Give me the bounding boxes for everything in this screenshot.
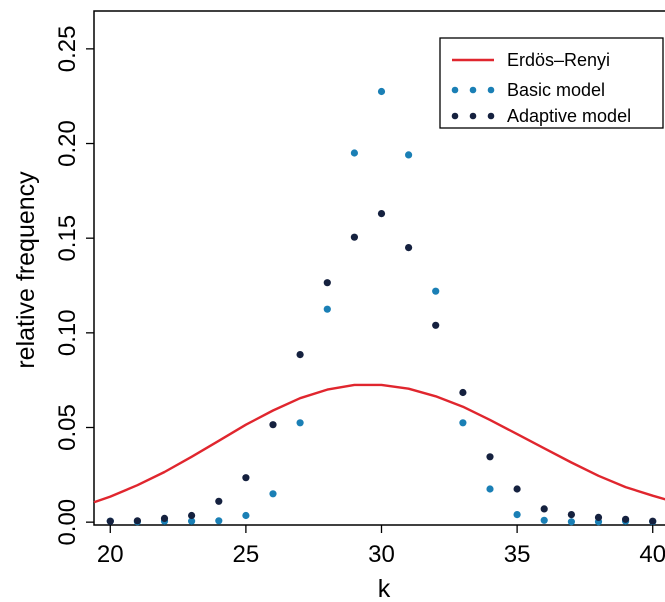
point-basic-k30 — [377, 87, 386, 96]
point-adaptive-k25 — [242, 474, 250, 482]
point-adaptive-k35 — [513, 485, 521, 493]
point-basic-k31 — [405, 151, 413, 159]
y-tick-label-1: 0.05 — [54, 404, 81, 451]
point-adaptive-k40 — [649, 517, 657, 525]
legend-basic-swatch — [451, 86, 495, 94]
y-tick-label-2: 0.10 — [54, 309, 81, 356]
point-adaptive-k21 — [133, 517, 141, 525]
point-adaptive-k29 — [350, 233, 358, 241]
point-adaptive-k36 — [540, 505, 548, 513]
point-basic-k34 — [486, 485, 494, 493]
y-tick-label-4: 0.20 — [54, 120, 81, 167]
x-tick-label-35: 35 — [504, 541, 531, 568]
x-axis: 20 25 30 35 40 — [97, 525, 665, 568]
point-adaptive-k22 — [160, 514, 169, 523]
erdos-layer — [93, 383, 665, 504]
point-adaptive-k31 — [405, 244, 413, 252]
point-adaptive-k26 — [269, 421, 277, 429]
y-axis-title: relative frequency — [12, 171, 40, 369]
legend: Erdös–Renyi Basic model Adaptive model — [439, 37, 664, 129]
x-axis-title: k — [378, 575, 391, 602]
legend-label-erdos: Erdös–Renyi — [507, 50, 610, 70]
point-basic-k25 — [242, 511, 250, 520]
point-adaptive-k23 — [188, 511, 196, 520]
x-tick-label-40: 40 — [639, 541, 665, 568]
point-adaptive-k37 — [567, 510, 576, 519]
point-basic-k27 — [296, 419, 304, 427]
x-tick-label-30: 30 — [368, 541, 395, 568]
y-tick-label-3: 0.15 — [54, 215, 81, 262]
point-basic-k33 — [459, 419, 467, 427]
series-erdos-renyi-line — [93, 383, 665, 504]
point-basic-k37 — [567, 518, 576, 526]
legend-box — [439, 37, 664, 129]
legend-label-basic: Basic model — [507, 80, 605, 100]
point-adaptive-k38 — [594, 513, 603, 522]
point-basic-k23 — [188, 517, 196, 525]
point-adaptive-k34 — [486, 453, 494, 461]
legend-label-adaptive: Adaptive model — [507, 106, 631, 126]
point-adaptive-k27 — [296, 351, 304, 359]
x-tick-label-20: 20 — [97, 541, 124, 568]
point-basic-k26 — [269, 490, 277, 498]
point-basic-k29 — [350, 149, 358, 157]
point-adaptive-k30 — [377, 210, 386, 218]
y-axis: 0.00 0.05 0.10 0.15 0.20 0.25 — [54, 26, 94, 546]
point-adaptive-k24 — [215, 497, 223, 505]
legend-adaptive-swatch — [451, 112, 495, 120]
points-layer — [106, 87, 657, 526]
point-basic-k35 — [513, 510, 521, 519]
x-tick-label-25: 25 — [233, 541, 260, 568]
y-tick-label-0: 0.00 — [54, 499, 81, 546]
point-basic-k36 — [540, 516, 548, 524]
point-adaptive-k28 — [323, 279, 331, 287]
point-adaptive-k20 — [106, 517, 114, 525]
point-adaptive-k32 — [432, 321, 440, 329]
point-basic-k28 — [323, 305, 331, 313]
point-basic-k32 — [432, 287, 440, 295]
y-tick-label-5: 0.25 — [54, 26, 81, 73]
point-adaptive-k39 — [622, 515, 630, 523]
point-adaptive-k33 — [459, 388, 467, 397]
point-basic-k24 — [215, 517, 223, 525]
